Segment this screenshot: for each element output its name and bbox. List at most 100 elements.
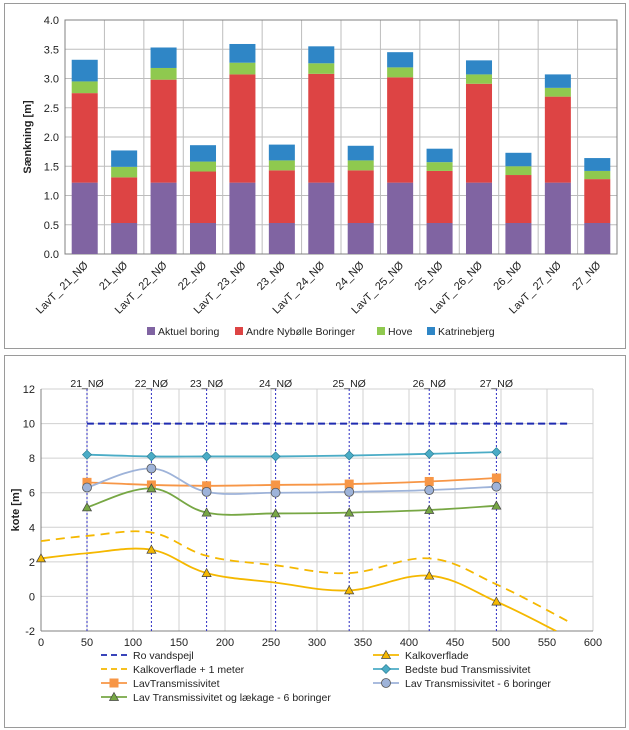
y-tick-label: 4.0 [44, 15, 59, 27]
triangle-marker [35, 553, 47, 563]
x-tick-label: 50 [81, 637, 93, 649]
triangle-marker [146, 483, 157, 493]
y-tick-label: 10 [23, 419, 35, 431]
legend-label: Lav Transmissivitet - 6 boringer [405, 678, 551, 690]
y-tick-label: 8 [29, 453, 35, 465]
square-marker [271, 480, 281, 490]
y-axis-title: Sænkning [m] [22, 100, 34, 174]
bar-segment [229, 74, 256, 183]
bar-segment [268, 144, 295, 161]
legend-swatch [147, 327, 155, 335]
circle-marker [270, 487, 281, 498]
circle-marker [424, 485, 435, 496]
x-category-label: 26_NØ [491, 259, 524, 292]
series-group [41, 530, 571, 624]
borehole-label: 27_NØ [480, 378, 513, 390]
square-marker [202, 481, 212, 491]
bar-segment [347, 160, 374, 171]
series-line [41, 530, 571, 624]
x-category-label: LavT_ 21_NØ [34, 259, 91, 316]
triangle-marker [270, 508, 281, 518]
bar-segment [426, 162, 453, 171]
bar-segment [189, 171, 217, 223]
bar-segment [111, 177, 138, 223]
series-group [35, 544, 557, 631]
bar-segment [229, 182, 256, 254]
square-marker [491, 473, 501, 483]
triangle-marker [81, 502, 93, 512]
legend-entry: Ro vandspejl [101, 650, 194, 662]
y-tick-label: 12 [23, 384, 35, 396]
legend-entry: LavTransmissivitet [101, 678, 220, 690]
y-tick-label: 0.0 [44, 249, 59, 261]
diamond-marker [344, 450, 355, 461]
legend-swatch [235, 327, 243, 335]
x-tick-label: 150 [170, 637, 188, 649]
diamond-marker [201, 451, 212, 462]
legend-label: Katrinebjerg [438, 326, 495, 338]
bar-segment [387, 52, 414, 68]
y-tick-label: 0 [29, 591, 35, 603]
x-category-label: 21_NØ [97, 259, 130, 292]
legend-entry: Kalkoverflade + 1 meter [101, 664, 245, 676]
diamond-marker [424, 448, 435, 459]
bar-segment [544, 74, 571, 88]
circle-marker [201, 486, 212, 497]
y-tick-label: -2 [25, 626, 35, 638]
legend-entry: Lav Transmissivitet og lækage - 6 boring… [101, 691, 331, 704]
x-tick-label: 100 [124, 637, 142, 649]
bar-segment [308, 73, 335, 183]
stacked-bar-chart-panel: 0.0 0.5 1.0 1.5 2.0 2.5 3.0 3.5 4.0 LavT_ 21_NØ 21… [4, 3, 626, 349]
triangle-marker [201, 507, 212, 517]
borehole-label: 22_NØ [135, 378, 168, 390]
legend-label: Ro vandspejl [133, 650, 194, 662]
bar-segment [465, 182, 493, 254]
y-tick-label: 1.0 [44, 191, 59, 203]
bar-segment [347, 170, 374, 223]
bar-segment [150, 79, 177, 183]
diamond-marker [82, 449, 92, 460]
triangle-marker [146, 544, 157, 554]
x-tick-label: 0 [38, 637, 44, 649]
bar-segment [229, 62, 256, 75]
bar-segment [268, 222, 295, 254]
series-group [81, 483, 502, 518]
y-tick-label: 2.5 [44, 103, 59, 115]
y-tick-label: 0.5 [44, 220, 59, 232]
bar-segment [189, 145, 217, 162]
triangle-marker [201, 567, 212, 577]
bar-segment [544, 96, 571, 183]
bar-segment [387, 182, 414, 254]
triangle-marker [491, 596, 502, 606]
legend-label: Hove [388, 326, 413, 338]
bar-segment [465, 74, 493, 84]
triangle-marker [380, 649, 392, 659]
legend-label: Kalkoverflade + 1 meter [133, 664, 245, 676]
bar-segment [387, 77, 414, 183]
y-tick-label: 2 [29, 557, 35, 569]
legend-label: Andre Nybølle Boringer [246, 326, 356, 338]
square-marker [109, 678, 119, 688]
bar-segment [544, 87, 571, 97]
legend-label: Lav Transmissivitet og lækage - 6 boring… [133, 692, 331, 704]
bar-segment [544, 182, 571, 254]
bar-segment [308, 182, 335, 254]
triangle-marker [491, 500, 502, 510]
x-tick-label: 400 [400, 637, 418, 649]
x-category-label: 25_NØ [413, 259, 446, 292]
bar-segment [426, 148, 453, 163]
bar-segment [189, 161, 217, 172]
bar-segment [584, 222, 611, 254]
bar-segment [111, 166, 138, 178]
x-tick-label: 200 [216, 637, 234, 649]
circle-marker [344, 486, 355, 497]
x-category-label: 27_NØ [570, 259, 603, 292]
diamond-marker [491, 447, 502, 458]
bar-segment [71, 93, 98, 183]
legend-entry: Lav Transmissivitet - 6 boringer [373, 678, 551, 690]
bar-segment [189, 222, 217, 254]
series-line [41, 547, 557, 631]
square-marker [344, 479, 354, 489]
borehole-label: 23_NØ [190, 378, 223, 390]
